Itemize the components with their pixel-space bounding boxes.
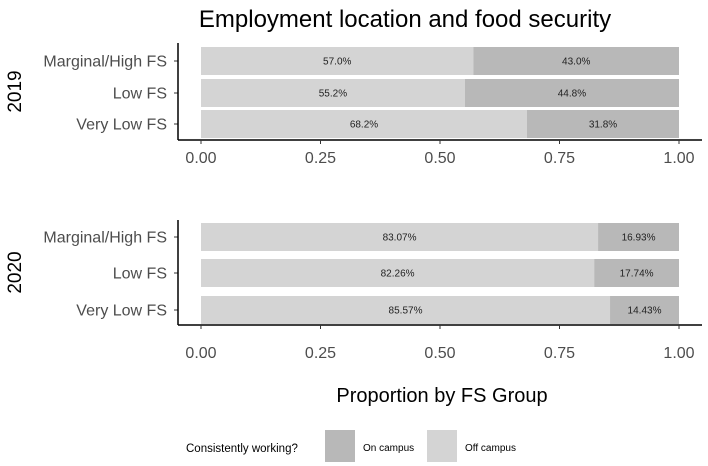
data-label: 43.0% <box>562 57 590 68</box>
x-tick-label: 0.25 <box>305 345 336 362</box>
x-tick-label: 0.50 <box>424 150 455 167</box>
panels: 2019 57.0% 43.0% Marginal/High FS 55.2% 44.8%… <box>5 43 702 362</box>
legend-label: Off campus <box>465 443 516 454</box>
category-label: Marginal/High FS <box>43 54 167 71</box>
data-label: 44.8% <box>558 89 586 100</box>
facet-label: 2020 <box>5 251 26 293</box>
legend-swatch <box>427 430 457 462</box>
facet-panel-2020: 2020 83.07% 16.93% Marginal/High FS 82.26% 17… <box>5 220 702 362</box>
bar-off-campus <box>201 47 474 75</box>
legend: Consistently working? On campus Off campus <box>186 430 516 462</box>
x-tick-label: 0.00 <box>185 345 216 362</box>
bar-off-campus <box>201 110 527 138</box>
bar-on-campus <box>473 47 679 75</box>
legend-swatch <box>325 430 355 462</box>
data-label: 83.07% <box>383 233 417 244</box>
category-label: Low FS <box>113 86 167 103</box>
data-label: 17.74% <box>620 269 654 280</box>
category-label: Very Low FS <box>76 303 167 320</box>
category-label: Marginal/High FS <box>43 230 167 247</box>
bar-off-campus <box>201 79 465 107</box>
data-label: 82.26% <box>381 269 415 280</box>
data-label: 16.93% <box>622 233 656 244</box>
facet-label: 2019 <box>5 70 26 112</box>
x-tick-label: 0.75 <box>544 150 575 167</box>
x-tick-label: 0.25 <box>305 150 336 167</box>
legend-label: On campus <box>363 443 414 454</box>
bar-on-campus <box>526 110 679 138</box>
bar-on-campus <box>464 79 679 107</box>
category-label: Low FS <box>113 266 167 283</box>
x-tick-label: 0.75 <box>544 345 575 362</box>
bar-off-campus <box>201 296 611 324</box>
data-label: 68.2% <box>350 120 378 131</box>
x-tick-label: 0.50 <box>424 345 455 362</box>
bar-on-campus <box>594 259 679 287</box>
data-label: 14.43% <box>628 306 662 317</box>
category-label: Very Low FS <box>76 117 167 134</box>
bar-off-campus <box>201 259 595 287</box>
x-axis-title: Proportion by FS Group <box>336 385 547 407</box>
data-label: 85.57% <box>389 306 423 317</box>
x-tick-label: 1.00 <box>663 345 694 362</box>
data-label: 55.2% <box>319 89 347 100</box>
x-tick-label: 1.00 <box>663 150 694 167</box>
bar-on-campus <box>610 296 679 324</box>
legend-title: Consistently working? <box>186 443 298 455</box>
chart-title: Employment location and food security <box>199 6 611 33</box>
data-label: 31.8% <box>589 120 617 131</box>
bar-on-campus <box>598 223 679 251</box>
data-label: 57.0% <box>323 57 351 68</box>
facet-panel-2019: 2019 57.0% 43.0% Marginal/High FS 55.2% 44.8%… <box>5 43 702 167</box>
bar-off-campus <box>201 223 599 251</box>
x-tick-label: 0.00 <box>185 150 216 167</box>
